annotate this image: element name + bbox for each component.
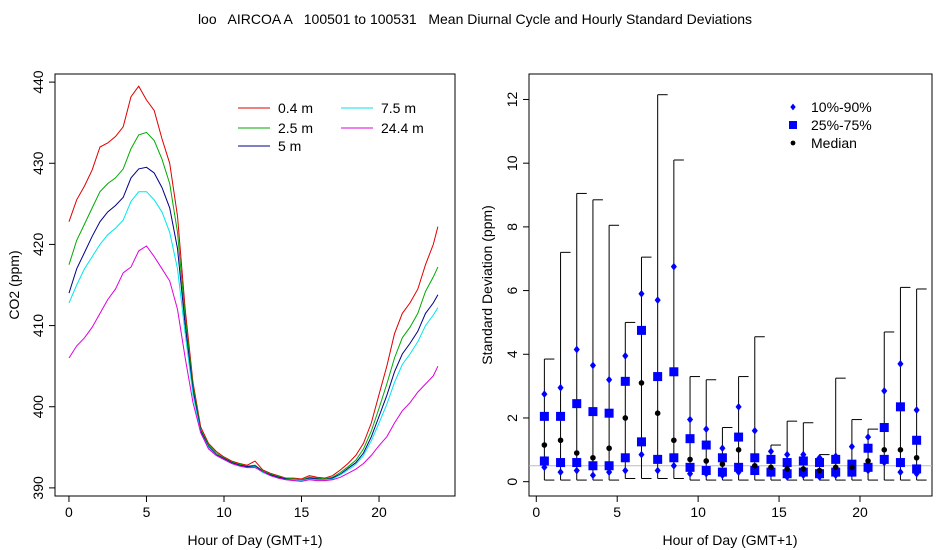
legend-label: 5 m: [278, 138, 301, 154]
series-line-5-m: [68, 166, 439, 482]
left-x-tick-label: 20: [371, 504, 387, 520]
left-plot-frame: [54, 73, 456, 497]
left-x-axis-label: Hour of Day (GMT+1): [188, 532, 323, 548]
left-y-tick-label: 410: [30, 314, 46, 338]
left-x-tick-label: 5: [143, 504, 151, 520]
legend-label: 24.4 m: [381, 120, 424, 136]
left-y-tick-label: 390: [30, 476, 46, 500]
left-y-tick-label: 440: [30, 70, 46, 94]
series-line-2-5-m: [68, 131, 439, 481]
legend-label: 2.5 m: [278, 120, 313, 136]
left-y-tick-label: 430: [30, 151, 46, 175]
left-x-tick-label: 15: [294, 504, 310, 520]
series-line-7-5-m: [68, 191, 439, 482]
series-line-24-4-m: [68, 245, 439, 482]
left-x-tick-label: 0: [65, 504, 73, 520]
left-y-axis-label: CO2 (ppm): [6, 250, 22, 319]
left-x-tick-label: 10: [216, 504, 232, 520]
legend-label: 0.4 m: [278, 100, 313, 116]
page-title: loo AIRCOA A 100501 to 100531 Mean Diurn…: [197, 11, 753, 27]
left-y-tick-label: 420: [30, 233, 46, 257]
legend-label: 7.5 m: [381, 100, 416, 116]
series-line-0-4-m: [68, 85, 439, 480]
left-legend: 0.4 m 2.5 m 5 m 7.5 m 24.4 m: [238, 100, 424, 154]
left-y-tick-label: 400: [30, 395, 46, 419]
